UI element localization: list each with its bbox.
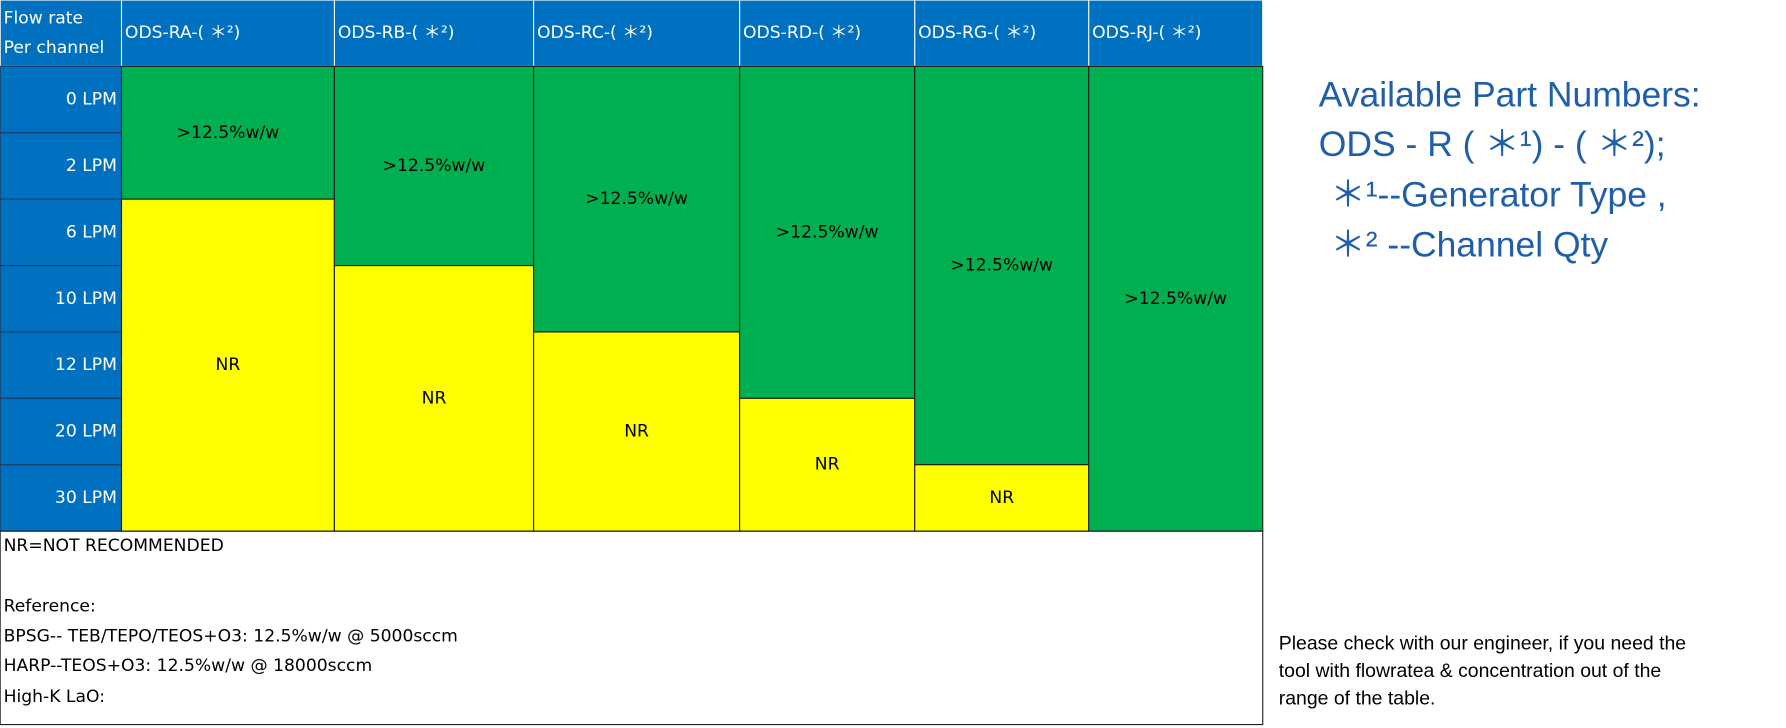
corner-label: Per channel — [4, 38, 105, 58]
row-label: 0 LPM — [66, 90, 117, 110]
cell-text: NR — [624, 422, 649, 442]
row-label-bg — [0, 331, 123, 399]
row-label: 12 LPM — [55, 355, 117, 375]
cell-text: >12.5%w/w — [950, 256, 1053, 276]
column-header: ODS-RD-( ＊²) — [743, 23, 861, 43]
column-header: ODS-RB-( ＊²) — [338, 23, 455, 43]
row-label: 30 LPM — [55, 488, 117, 508]
column-header: ODS-RJ-( ＊²) — [1092, 23, 1201, 43]
row-label: 10 LPM — [55, 289, 117, 309]
nr-block — [333, 264, 535, 532]
ok-block — [1088, 65, 1264, 532]
side-note: range of the table. — [1279, 688, 1436, 710]
side-heading: ODS - R ( ＊¹) - ( ＊²); — [1319, 124, 1666, 164]
cell-text: NR — [216, 355, 241, 375]
side-heading: ＊¹--Generator Type , — [1330, 174, 1666, 214]
note-line: BPSG-- TEB/TEPO/TEOS+O3: 12.5%w/w @ 5000… — [4, 626, 458, 646]
cell-text: >12.5%w/w — [1124, 289, 1227, 309]
row-label-bg — [0, 264, 123, 333]
cell-text: >12.5%w/w — [585, 189, 688, 209]
ok-block — [739, 65, 916, 399]
ok-block — [914, 65, 1090, 466]
column-header: ODS-RG-( ＊²) — [918, 23, 1036, 43]
header-bg — [0, 0, 1264, 67]
ok-block — [533, 65, 741, 333]
cell-text: >12.5%w/w — [776, 222, 879, 242]
row-label-bg — [0, 132, 123, 200]
cell-text: NR — [422, 388, 447, 408]
nr-block — [739, 397, 916, 532]
note-line: Reference: — [4, 597, 96, 617]
cell-text: >12.5%w/w — [177, 123, 280, 143]
row-label: 20 LPM — [55, 422, 117, 442]
side-heading: ＊² --Channel Qty — [1330, 225, 1608, 265]
ok-block — [120, 65, 335, 200]
side-note: Please check with our engineer, if you n… — [1279, 633, 1686, 655]
column-header: ODS-RC-( ＊²) — [537, 23, 653, 43]
nr-block — [533, 331, 741, 532]
ok-block — [333, 65, 535, 267]
corner-label: Flow rate — [4, 8, 83, 28]
row-label-bg — [0, 397, 123, 466]
row-label: 6 LPM — [66, 222, 117, 242]
cell-text: NR — [989, 488, 1014, 508]
nr-block — [120, 198, 335, 532]
cell-text: >12.5%w/w — [383, 156, 486, 176]
notes-box — [0, 530, 1264, 726]
side-heading: Available Part Numbers: — [1319, 75, 1701, 115]
cell-text: NR — [815, 455, 840, 475]
row-label-bg — [0, 464, 123, 532]
column-header: ODS-RA-( ＊²) — [125, 23, 240, 43]
note-line: NR=NOT RECOMMENDED — [4, 536, 224, 556]
note-line: High-K LaO: — [4, 687, 105, 707]
note-line: HARP--TEOS+O3: 12.5%w/w @ 18000sccm — [4, 656, 373, 676]
row-label: 2 LPM — [66, 156, 117, 176]
side-note: tool with flowratea & concentration out … — [1279, 660, 1662, 682]
